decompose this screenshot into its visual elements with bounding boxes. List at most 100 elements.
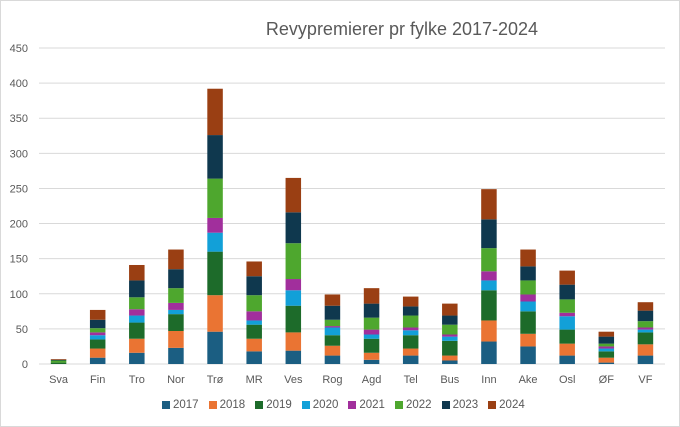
bar-segment-2018 <box>324 345 341 356</box>
bar-segment-2021 <box>246 311 262 321</box>
legend-item-2023: 2023 <box>441 399 479 411</box>
bar-stack <box>207 88 223 364</box>
bar-segment-2020 <box>246 320 262 325</box>
bar-segment-2024 <box>520 249 536 267</box>
bar-stack <box>50 359 67 364</box>
bar-stack <box>481 189 497 364</box>
bar-segment-2022 <box>559 299 575 313</box>
y-tick-label: 350 <box>10 113 28 125</box>
legend-item-2017: 2017 <box>162 399 199 411</box>
bar-stack <box>246 261 262 364</box>
bar-segment-2019 <box>324 335 341 346</box>
bar-segment-2019 <box>207 251 223 296</box>
bar-segment-2019 <box>598 351 615 358</box>
bar-segment-2022 <box>402 315 419 328</box>
legend-item-2019: 2019 <box>255 399 292 411</box>
x-tick-label: Inn <box>481 374 496 386</box>
bar-segment-2017 <box>442 360 458 364</box>
bar-segment-2024 <box>481 189 497 220</box>
bar-stack <box>285 177 302 364</box>
legend-item-2024: 2024 <box>488 399 525 411</box>
bar-segment-2022 <box>207 178 223 218</box>
legend-swatch <box>441 401 450 409</box>
bar-segment-2023 <box>637 310 654 322</box>
bar-segment-2022 <box>246 295 262 312</box>
bar-segment-2024 <box>363 288 380 304</box>
y-tick-label: 300 <box>10 148 28 160</box>
bar-segment-2019 <box>520 311 536 334</box>
y-tick-label: 150 <box>10 254 28 266</box>
bar-segment-2017 <box>207 331 223 364</box>
bar-segment-2023 <box>559 284 575 300</box>
bar-segment-2020 <box>637 329 654 333</box>
x-tick-label: VF <box>638 374 652 386</box>
bar-stack <box>637 302 654 364</box>
bar-segment-2020 <box>402 330 419 336</box>
bar-segment-2023 <box>129 280 145 298</box>
chart-legend: 2017 2018 2019 2020 2021 2022 2023 2024 <box>162 399 525 411</box>
bar-segment-2021 <box>481 271 497 281</box>
bar-stack <box>324 294 341 364</box>
bar-segment-2021 <box>559 312 575 317</box>
bar-segment-2024 <box>402 296 419 307</box>
bar-segment-2020 <box>520 301 536 312</box>
bar-segment-2018 <box>598 357 615 363</box>
bar-segment-2022 <box>89 328 106 333</box>
bar-segment-2022 <box>442 324 458 335</box>
bar-segment-2022 <box>168 288 184 303</box>
bar-segment-2021 <box>89 332 106 336</box>
legend-item-2018: 2018 <box>208 399 245 411</box>
bar-segment-2023 <box>168 269 184 289</box>
bar-segment-2024 <box>559 270 575 285</box>
bar-segment-2018 <box>89 348 106 358</box>
bar-segment-2022 <box>481 248 497 272</box>
bar-segment-2020 <box>324 327 341 336</box>
bar-segment-2024 <box>89 309 106 320</box>
bar-segment-2023 <box>402 306 419 316</box>
bar-segment-2021 <box>520 294 536 302</box>
bar-segment-2024 <box>50 359 67 360</box>
bar-segment-2023 <box>89 319 106 329</box>
bar-segment-2023 <box>481 219 497 249</box>
bar-segment-2018 <box>442 355 458 361</box>
bar-segment-2019 <box>442 340 458 356</box>
legend-item-2021: 2021 <box>348 399 385 411</box>
x-tick-label: Agd <box>362 374 382 386</box>
bar-segment-2017 <box>168 347 184 364</box>
bar-segment-2020 <box>598 348 615 352</box>
bar-segment-2018 <box>481 320 497 342</box>
bar-segment-2021 <box>442 334 458 337</box>
bar-segment-2018 <box>520 333 536 347</box>
bar-segment-2020 <box>285 290 302 306</box>
bar-segment-2018 <box>559 343 575 356</box>
bar-segment-2017 <box>129 352 145 364</box>
y-tick-label: 50 <box>16 324 28 336</box>
bar-segment-2020 <box>168 309 184 315</box>
bar-segment-2024 <box>207 88 223 136</box>
bar-segment-2023 <box>520 266 536 281</box>
bar-segment-2017 <box>363 359 380 364</box>
bar-segment-2018 <box>168 330 184 348</box>
bar-segment-2018 <box>246 338 262 352</box>
bar-segment-2023 <box>50 359 67 361</box>
legend-label: 2023 <box>452 399 479 411</box>
bar-segment-2022 <box>598 343 615 347</box>
bar-segment-2021 <box>363 329 380 335</box>
bar-segment-2020 <box>363 334 380 339</box>
bar-segment-2018 <box>129 338 145 353</box>
y-tick-label: 400 <box>10 78 28 90</box>
bar-segment-2019 <box>89 339 106 349</box>
legend-label: 2022 <box>405 399 432 411</box>
y-tick-label: 100 <box>10 289 28 301</box>
bar-stack <box>559 270 575 364</box>
bar-segment-2023 <box>324 305 341 320</box>
x-tick-label: Rog <box>322 374 342 386</box>
bar-segment-2022 <box>129 297 145 310</box>
bar-segment-2019 <box>363 338 380 353</box>
bar-segment-2019 <box>50 362 67 364</box>
x-tick-label: Bus <box>440 374 459 386</box>
bar-stack <box>442 303 458 364</box>
bar-segment-2017 <box>598 362 615 364</box>
legend-label: 2019 <box>266 399 292 411</box>
